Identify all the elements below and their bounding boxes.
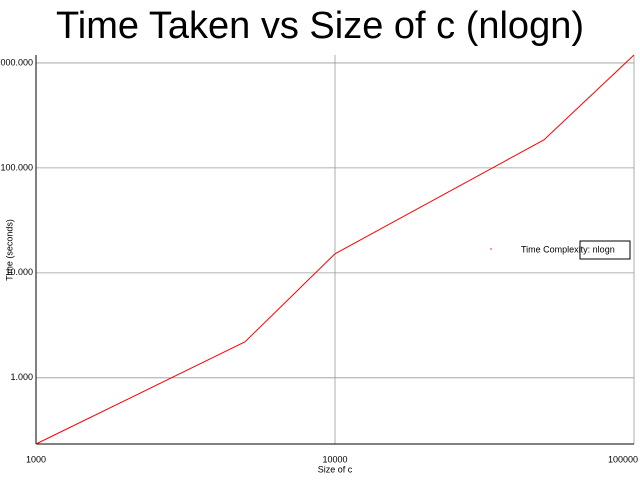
y-tick-label: 100.000 xyxy=(0,162,33,172)
y-tick-label: 1000.000 xyxy=(0,57,33,67)
y-axis-label: Time (seconds) xyxy=(4,219,14,281)
y-tick-label: 1.000 xyxy=(10,372,33,382)
chart-title: Time Taken vs Size of c (nlogn) xyxy=(56,5,584,47)
x-axis-label: Size of c xyxy=(318,464,353,474)
x-tick-label: 100000 xyxy=(608,454,638,464)
legend-marker xyxy=(490,248,492,250)
data-line xyxy=(35,54,635,445)
legend-box xyxy=(579,240,631,260)
x-tick-label: 10000 xyxy=(322,454,347,464)
legend-label: Time Complexity: nlogn xyxy=(521,244,615,254)
x-tick-label: 1000 xyxy=(26,454,46,464)
y-tick-label: 10.000 xyxy=(5,267,33,277)
